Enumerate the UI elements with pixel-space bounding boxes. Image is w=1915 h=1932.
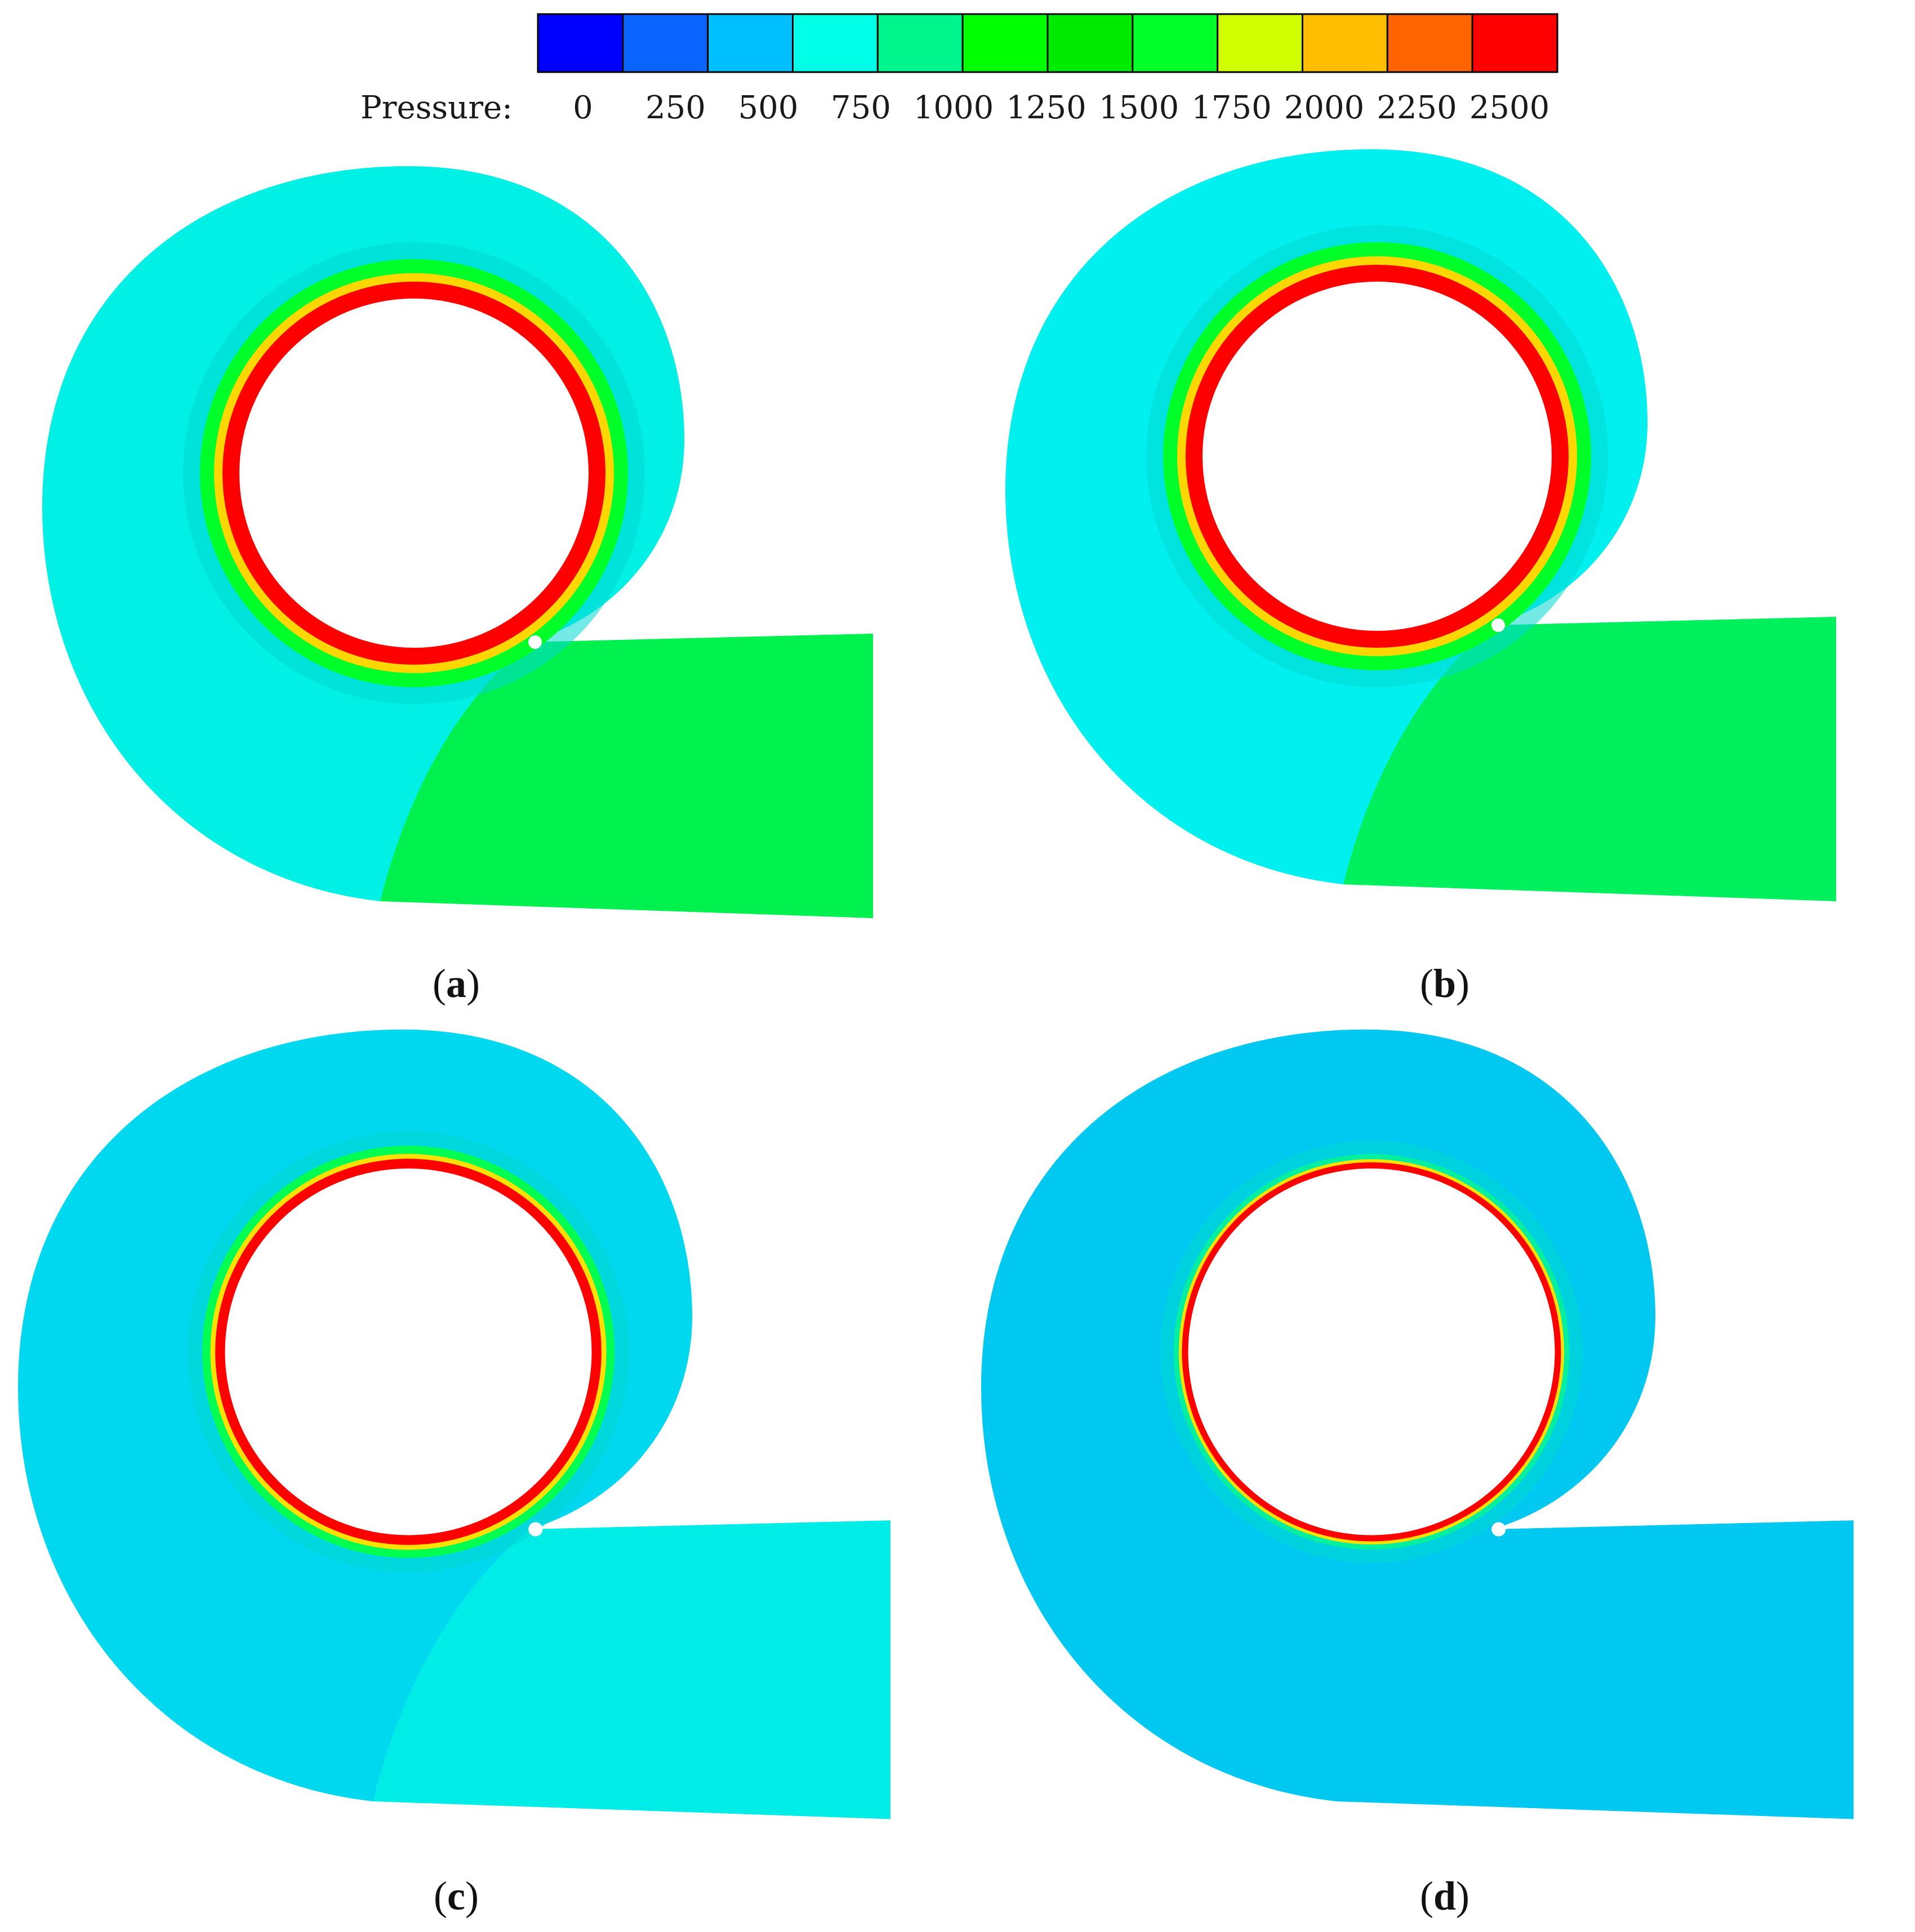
outlet-duct bbox=[380, 634, 873, 918]
legend-tick-label: 1000 bbox=[914, 90, 994, 126]
impeller-region bbox=[1203, 282, 1552, 631]
legend-swatch bbox=[876, 13, 964, 73]
legend-swatch bbox=[1046, 13, 1134, 73]
impeller-region bbox=[225, 1168, 592, 1535]
impeller-region bbox=[1188, 1168, 1555, 1535]
contour-panel-b: (b) bbox=[1005, 149, 1836, 1006]
contour-panel-c: (c) bbox=[18, 1029, 890, 1918]
legend-tick-labels: 0 250 500 750 1000 1250 1500 1750 2000 2250 2500 bbox=[573, 90, 1549, 126]
legend-tick-label: 0 bbox=[573, 90, 593, 126]
volute-tongue bbox=[528, 635, 542, 649]
legend-tick-label: 250 bbox=[645, 90, 706, 126]
legend-tick-label: 1750 bbox=[1191, 90, 1272, 126]
outlet-duct bbox=[1336, 1520, 1854, 1819]
legend-swatch bbox=[1217, 13, 1304, 73]
legend-tick-label: 1250 bbox=[1006, 90, 1086, 126]
legend-swatch bbox=[961, 13, 1049, 73]
legend-swatch bbox=[1132, 13, 1219, 73]
panel-label: (d) bbox=[1420, 1873, 1469, 1918]
panel-label: (c) bbox=[434, 1873, 479, 1918]
legend-tick-label: 1500 bbox=[1099, 90, 1179, 126]
legend-swatch bbox=[1471, 13, 1558, 73]
legend-tick-label: 750 bbox=[831, 90, 891, 126]
volute-tongue bbox=[1491, 618, 1505, 632]
legend-tick-label: 500 bbox=[738, 90, 799, 126]
contour-panel-d: (d) bbox=[981, 1029, 1854, 1918]
panel-label: (b) bbox=[1420, 961, 1469, 1006]
legend-swatch bbox=[707, 13, 794, 73]
legend-swatch bbox=[1386, 13, 1473, 73]
pressure-legend: Pressure: 0 250 500 750 1000 1250 1500 1750 2000… bbox=[360, 13, 1558, 126]
legend-title: Pressure: bbox=[360, 90, 513, 126]
legend-swatch bbox=[622, 13, 709, 73]
legend-tick-label: 2250 bbox=[1377, 90, 1457, 126]
legend-swatch bbox=[1302, 13, 1388, 73]
impeller-region bbox=[239, 299, 589, 648]
panel-label: (a) bbox=[433, 961, 480, 1006]
outlet-duct bbox=[373, 1520, 890, 1819]
contour-panels: (a) (b) (c) (d) bbox=[18, 149, 1854, 1918]
legend-tick-label: 2500 bbox=[1469, 90, 1550, 126]
outlet-duct bbox=[1343, 617, 1836, 901]
legend-swatch bbox=[792, 13, 879, 73]
legend-color-bar bbox=[537, 13, 1558, 73]
volute-tongue bbox=[1491, 1522, 1506, 1537]
volute-tongue bbox=[528, 1522, 543, 1537]
contour-panel-a: (a) bbox=[42, 166, 873, 1006]
legend-tick-label: 2000 bbox=[1284, 90, 1365, 126]
legend-swatch bbox=[537, 13, 624, 73]
